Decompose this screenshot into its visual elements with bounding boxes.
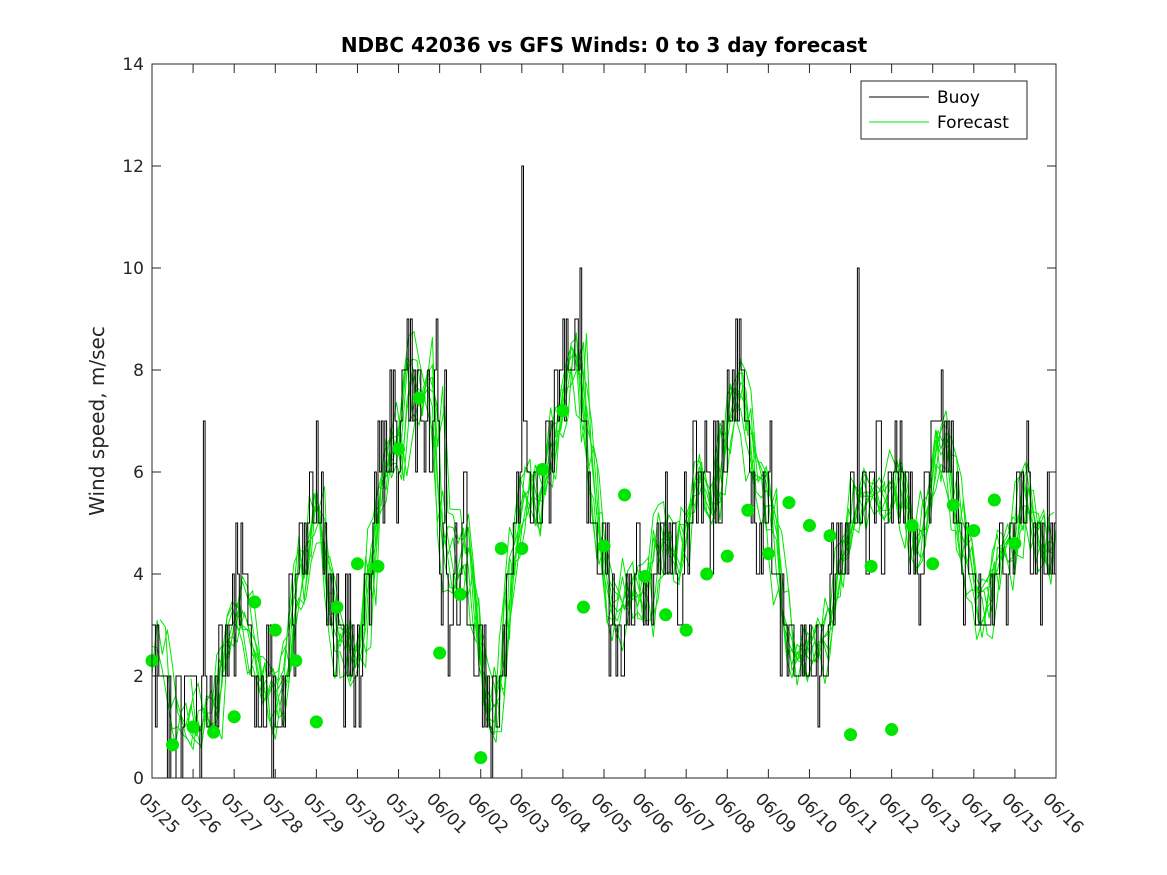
y-tick-label: 12 [122,157,144,177]
forecast-marker [433,646,447,660]
forecast-marker [330,600,344,614]
forecast-marker [638,570,652,584]
forecast-marker [885,723,899,737]
y-tick-label: 2 [133,667,144,687]
forecast-marker [864,559,878,573]
forecast-marker [987,493,1001,507]
forecast-marker [453,587,467,601]
forecast-markers [145,391,1022,765]
forecast-marker [309,715,323,729]
forecast-marker [392,442,406,456]
forecast-marker [371,559,385,573]
y-tick-label: 6 [133,463,144,483]
y-tick-label: 10 [122,259,144,279]
y-axis-label: Wind speed, m/sec [85,326,109,516]
chart-title: NDBC 42036 vs GFS Winds: 0 to 3 day fore… [341,33,868,57]
forecast-marker [166,738,180,752]
forecast-marker [741,503,755,517]
forecast-marker [761,547,775,561]
forecast-marker [926,557,940,571]
legend-forecast-label: Forecast [937,113,1009,133]
forecast-marker [186,720,200,734]
forecast-marker [556,404,570,418]
forecast-marker [946,498,960,512]
legend-box [860,80,1028,140]
forecast-marker [248,595,262,609]
forecast-marker [515,542,529,555]
forecast-marker [535,462,549,476]
forecast-marker [207,725,221,739]
forecast-marker [618,488,632,502]
legend-buoy-label: Buoy [937,88,980,108]
forecast-marker [905,519,919,533]
plot-background [152,64,1056,778]
forecast-marker [802,519,816,533]
plot-area [145,63,1057,779]
forecast-marker [289,654,303,668]
forecast-marker [576,600,590,614]
y-tick-label: 0 [133,769,144,789]
forecast-marker [494,542,508,555]
forecast-marker [597,539,611,553]
forecast-marker [823,529,837,543]
y-tick-label: 4 [133,565,144,585]
forecast-marker [268,623,282,637]
forecast-marker [227,710,241,724]
forecast-marker [1008,536,1022,550]
forecast-marker [474,751,488,765]
forecast-marker [679,623,693,637]
forecast-marker [412,391,426,405]
forecast-marker [350,557,364,571]
y-tick-label: 8 [133,361,144,381]
forecast-marker [967,524,981,538]
forecast-marker [700,567,714,581]
legend: Buoy Forecast [860,80,1028,140]
forecast-marker [659,608,673,622]
y-axis-ticks: 0 2 4 6 8 10 12 14 [122,55,1056,789]
forecast-marker [844,728,858,742]
y-tick-label: 14 [122,55,144,75]
forecast-marker [782,496,796,510]
forecast-marker [720,549,734,563]
